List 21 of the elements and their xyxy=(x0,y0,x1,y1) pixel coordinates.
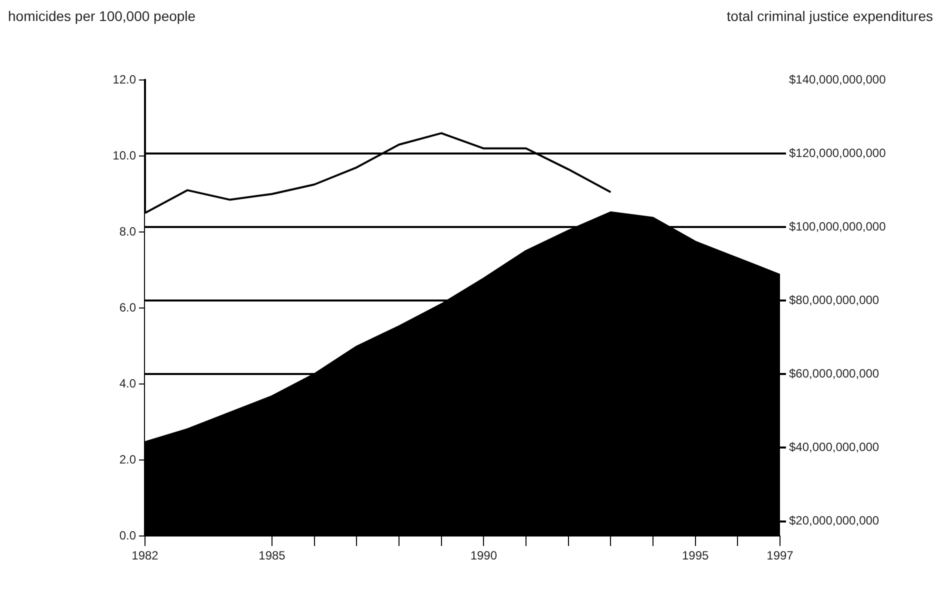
x-tick-label: 1995 xyxy=(682,548,710,563)
x-tick-label: 1982 xyxy=(132,548,159,563)
y-tick-label: 4.0 xyxy=(119,376,136,390)
y2-tick-label: $100,000,000,000 xyxy=(789,219,886,234)
y2-tick-label: $80,000,000,000 xyxy=(789,292,880,307)
x-tick-label: 1990 xyxy=(470,548,498,563)
y2-axis-title: total criminal justice expenditures xyxy=(726,8,933,24)
y2-tick-label: $40,000,000,000 xyxy=(789,440,880,454)
y2-tick-label: $120,000,000,000 xyxy=(789,146,886,160)
y-tick-label: 6.0 xyxy=(119,300,136,314)
y2-tick-label: $60,000,000,000 xyxy=(789,366,880,381)
y-tick-label: 2.0 xyxy=(119,452,136,466)
y-tick-label: 12.0 xyxy=(112,72,136,86)
y-tick-label: 10.0 xyxy=(112,148,136,162)
y2-tick-label: $20,000,000,000 xyxy=(789,514,880,528)
x-tick-label: 1985 xyxy=(258,548,286,563)
y-tick-label: 0.0 xyxy=(119,528,136,542)
x-tick-label: 1997 xyxy=(766,548,794,563)
y-axis-title: homicides per 100,000 people xyxy=(8,8,196,24)
y2-tick-label: $140,000,000,000 xyxy=(789,72,886,86)
y-tick-label: 8.0 xyxy=(119,224,136,238)
